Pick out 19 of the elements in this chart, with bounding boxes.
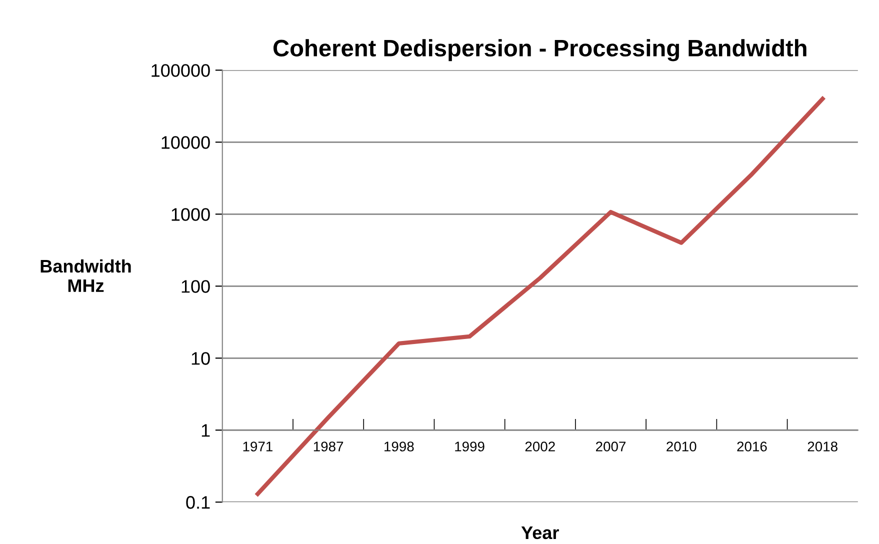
- chart-title: Coherent Dedispersion - Processing Bandwidth: [274, 39, 806, 62]
- y-tick-label: 10000: [162, 136, 210, 149]
- x-tick-label: 2007: [596, 442, 626, 452]
- y-tick-label: 10: [192, 352, 210, 365]
- x-tick-label: 2016: [737, 442, 767, 452]
- y-tick-label: 100000: [152, 64, 210, 77]
- y-tick-label: 1: [202, 424, 210, 437]
- y-axis-title: Bandwidth MHz: [40, 259, 131, 292]
- x-tick-label: 2010: [666, 442, 696, 452]
- x-tick-label: 1998: [384, 442, 414, 452]
- x-axis-title: Year: [521, 526, 559, 540]
- y-tick-label: 1000: [172, 208, 210, 221]
- x-tick-label: 1971: [243, 442, 272, 452]
- y-tick-label: 0.1: [186, 496, 210, 509]
- x-tick-label: 1999: [455, 442, 484, 452]
- x-tick-label: 2002: [525, 442, 555, 452]
- x-tick-label: 2018: [808, 442, 838, 452]
- x-tick-label: 1987: [314, 442, 344, 452]
- y-tick-label: 100: [182, 280, 210, 293]
